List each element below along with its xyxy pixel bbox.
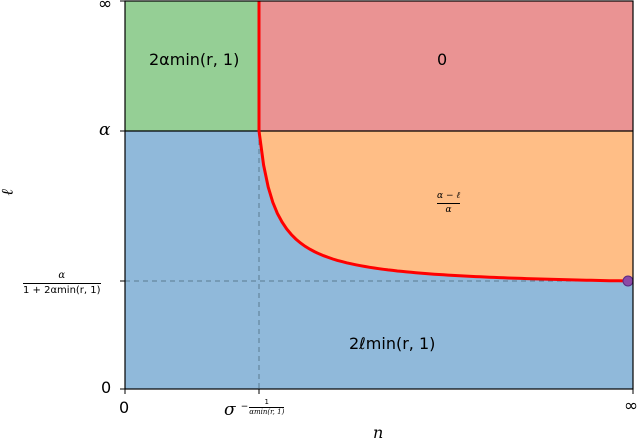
blue-region-label: 2ℓmin(r, 1) bbox=[349, 334, 436, 353]
y-tick-zero: 0 bbox=[101, 378, 112, 397]
sigma-exponent-num: 1 bbox=[264, 398, 270, 406]
x-axis-label: n bbox=[373, 423, 384, 442]
y-tick-threshold: α 1 + 2αmin(r, 1) bbox=[23, 271, 101, 296]
x-tick-zero: 0 bbox=[119, 398, 130, 417]
orange-denominator: α bbox=[445, 205, 452, 215]
region-red bbox=[259, 1, 633, 131]
threshold-numerator: α bbox=[58, 270, 66, 281]
x-tick-inf: ∞ bbox=[624, 396, 639, 416]
sigma-base: σ bbox=[224, 400, 236, 420]
sigma-exponent-fraction: 1 αmin(r, 1) bbox=[249, 398, 285, 416]
fraction-bar bbox=[437, 203, 461, 204]
tick-marks bbox=[120, 0, 634, 394]
orange-numerator: α − ℓ bbox=[437, 191, 461, 201]
endpoint-dot bbox=[622, 275, 634, 287]
y-axis-label: ℓ bbox=[0, 189, 16, 196]
region-orange bbox=[259, 131, 633, 281]
sigma-exponent-minus: − bbox=[240, 402, 249, 412]
red-region-label: 0 bbox=[437, 50, 448, 69]
threshold-bar bbox=[23, 283, 101, 284]
green-region-label: 2αmin(r, 1) bbox=[149, 50, 240, 69]
x-tick-sigma: σ − 1 αmin(r, 1) bbox=[224, 398, 285, 420]
region-green bbox=[125, 1, 259, 131]
axes-frame bbox=[124, 0, 634, 390]
sigma-exponent-bar bbox=[249, 407, 285, 408]
y-tick-alpha: α bbox=[99, 120, 111, 140]
boundary-curve bbox=[257, 1, 629, 283]
sigma-exponent-den: αmin(r, 1) bbox=[249, 408, 285, 416]
threshold-denominator: 1 + 2αmin(r, 1) bbox=[23, 285, 101, 296]
orange-region-label: α − ℓ α bbox=[437, 191, 461, 215]
y-tick-inf: ∞ bbox=[98, 0, 113, 14]
sigma-exponent: − 1 αmin(r, 1) bbox=[241, 399, 285, 416]
